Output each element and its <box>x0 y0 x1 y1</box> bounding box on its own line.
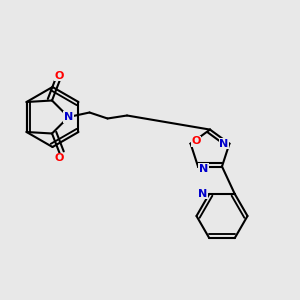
Text: N: N <box>219 139 229 149</box>
Text: N: N <box>199 164 208 174</box>
Text: O: O <box>191 136 201 146</box>
Text: N: N <box>198 189 207 199</box>
Text: O: O <box>55 71 64 81</box>
Text: O: O <box>55 153 64 163</box>
Text: N: N <box>64 112 73 122</box>
